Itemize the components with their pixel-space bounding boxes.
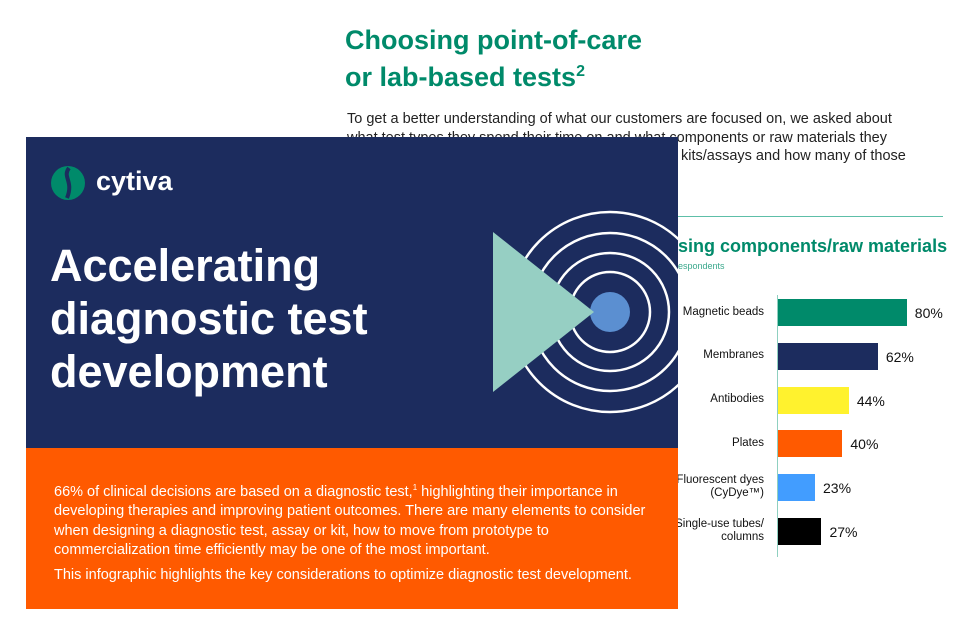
cover-summary: 66% of clinical decisions are based on a…	[26, 448, 678, 609]
chart-axis	[777, 295, 778, 557]
back-page-title: Choosing point-of-care or lab-based test…	[345, 24, 642, 93]
category-label: Membranes	[703, 349, 764, 362]
cover-header: cytiva Accelerating diagnostic test deve…	[26, 137, 678, 448]
category-label: Antibodies	[710, 393, 764, 406]
category-label-line: Antibodies	[710, 393, 764, 406]
bar	[778, 299, 907, 326]
headline-line: development	[50, 346, 328, 397]
summary-text: highlighting their importance in develop…	[54, 483, 646, 559]
chart-subtitle: espondents	[678, 261, 725, 271]
summary-text: 66% of clinical decisions are based on a…	[54, 483, 413, 500]
summary-paragraph: 66% of clinical decisions are based on a…	[54, 478, 654, 561]
footnote-ref: 1	[412, 483, 418, 492]
target-graphic-icon	[493, 210, 678, 414]
headline-line: diagnostic test	[50, 293, 368, 344]
bar	[778, 430, 843, 458]
footnote-ref: 2	[576, 63, 585, 80]
data-label: 23%	[823, 480, 852, 497]
category-label: Fluorescent dyes (CyDye™)	[676, 474, 764, 500]
category-label-line: Membranes	[703, 349, 764, 362]
category-label-line: (CyDye™)	[710, 487, 764, 500]
front-page-cover: cytiva Accelerating diagnostic test deve…	[26, 137, 678, 609]
chart-heading: sing components/raw materials	[678, 236, 948, 256]
category-label-line: Fluorescent dyes	[676, 474, 764, 487]
category-label: Plates	[732, 437, 764, 450]
category-label-line: Plates	[732, 436, 764, 449]
category-label-line: Single-use tubes/	[675, 518, 764, 530]
divider	[678, 216, 943, 217]
bar	[778, 386, 849, 414]
intro-line-3: kits/assays and how many of those	[681, 148, 906, 164]
data-label: 80%	[914, 305, 943, 321]
intro-line-1: To get a better understanding of what ou…	[347, 111, 892, 127]
category-label: Single-use tubes/columns	[675, 518, 764, 544]
bar	[778, 518, 822, 545]
data-label: 44%	[856, 392, 885, 409]
bar	[778, 474, 816, 502]
headline-line: Accelerating	[50, 240, 321, 291]
cover-headline: Accelerating diagnostic test development	[50, 239, 368, 398]
title-line-2-text: or lab-based tests	[345, 62, 577, 92]
category-label-line: columns	[721, 531, 764, 543]
category-label-line: Magnetic beads	[682, 305, 764, 318]
brand-name: cytiva	[96, 166, 173, 196]
cytiva-logo-icon	[51, 166, 85, 200]
data-label: 40%	[850, 436, 879, 453]
category-label: Magnetic beads	[683, 306, 764, 319]
title-line-2: or lab-based tests2	[345, 56, 642, 93]
data-label: 27%	[829, 524, 858, 540]
summary-paragraph-2: This infographic highlights the key cons…	[54, 567, 632, 583]
bar	[778, 342, 878, 370]
title-line-1: Choosing point-of-care	[345, 25, 642, 55]
data-label: 62%	[885, 348, 914, 365]
